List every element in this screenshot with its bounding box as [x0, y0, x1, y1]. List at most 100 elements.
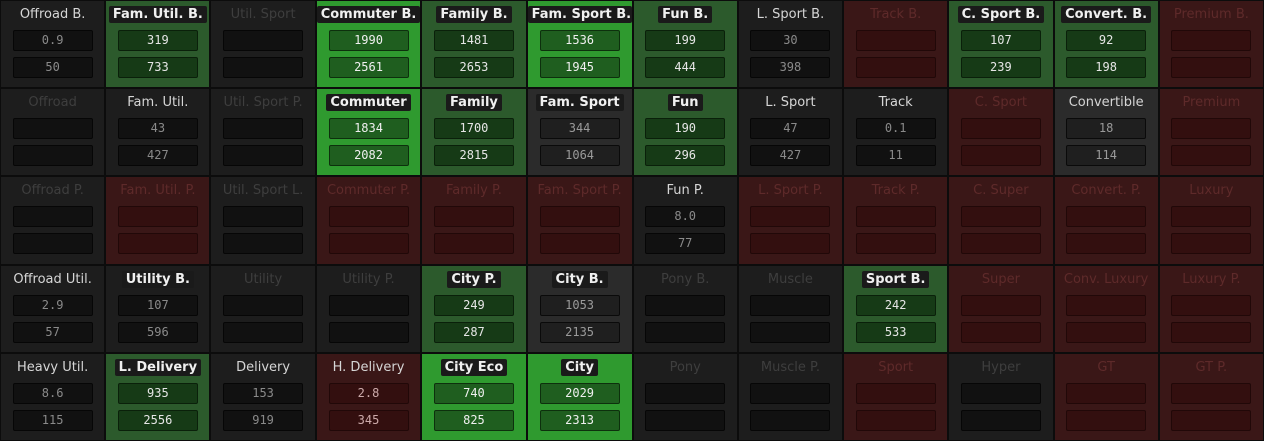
- segment-name: Premium B.: [1173, 7, 1249, 22]
- segment-cell[interactable]: Fam. Util. B. 319 733: [105, 0, 211, 89]
- segment-value-1: [1171, 206, 1252, 228]
- segment-cell[interactable]: Track B.: [843, 0, 949, 89]
- segment-cell[interactable]: Fam. Util. P.: [105, 176, 211, 265]
- segment-cell[interactable]: City B. 1053 2135: [526, 264, 633, 353]
- segment-cell[interactable]: Muscle: [737, 264, 844, 353]
- segment-value-1: 43: [117, 118, 198, 140]
- segment-cell[interactable]: Premium: [1158, 88, 1264, 177]
- segment-cell[interactable]: Utility: [210, 264, 316, 353]
- segment-cell[interactable]: City Eco 740 825: [421, 352, 527, 441]
- segment-value-2: 296: [645, 145, 726, 167]
- segment-value-2: [750, 233, 831, 255]
- segment-cell[interactable]: C. Super: [948, 176, 1054, 265]
- segment-cell[interactable]: Commuter P.: [315, 176, 422, 265]
- segment-cell[interactable]: Fun 190 296: [632, 88, 738, 177]
- segment-value-2: [12, 145, 93, 167]
- segment-cell[interactable]: Pony B.: [632, 264, 738, 353]
- segment-cell[interactable]: Fam. Sport B. 1536 1945: [526, 0, 633, 89]
- segment-cell[interactable]: Fam. Util. 43 427: [105, 88, 211, 177]
- segment-cell[interactable]: Heavy Util. 8.6 115: [0, 352, 106, 441]
- segment-cell[interactable]: Track P.: [843, 176, 949, 265]
- segment-cell[interactable]: Convert. B. 92 198: [1053, 0, 1159, 89]
- segment-cell[interactable]: Premium B.: [1158, 0, 1264, 89]
- segment-cell[interactable]: H. Delivery 2.8 345: [315, 352, 422, 441]
- segment-cell[interactable]: L. Sport B. 30 398: [737, 0, 844, 89]
- segment-cell[interactable]: Convert. P.: [1053, 176, 1159, 265]
- segment-cell[interactable]: C. Sport B. 107 239: [948, 0, 1054, 89]
- segment-value-2: [855, 233, 936, 255]
- segment-name: H. Delivery: [332, 359, 405, 375]
- segment-value-1: [1066, 382, 1147, 404]
- segment-value-2: [1066, 321, 1147, 343]
- segment-cell[interactable]: Commuter B. 1990 2561: [315, 0, 422, 89]
- segment-cell[interactable]: Conv. Luxury: [1053, 264, 1159, 353]
- segment-cell[interactable]: Commuter 1834 2082: [315, 88, 422, 177]
- segment-value-1: 107: [960, 30, 1041, 51]
- segment-cell[interactable]: Fun B. 199 444: [632, 0, 738, 89]
- segment-value-2: [117, 233, 198, 255]
- segment-cell[interactable]: Offroad Util. 2.9 57: [0, 264, 106, 353]
- segment-name: Convert. B.: [1061, 6, 1152, 23]
- segment-value-1: 249: [433, 294, 514, 316]
- segment-value-2: 1945: [539, 57, 620, 78]
- segment-cell[interactable]: City P. 249 287: [421, 264, 527, 353]
- segment-name: Utility B.: [121, 270, 194, 288]
- segment-cell[interactable]: Util. Sport L.: [210, 176, 316, 265]
- segment-cell[interactable]: Offroad P.: [0, 176, 106, 265]
- segment-cell[interactable]: GT: [1053, 352, 1159, 441]
- segment-cell[interactable]: Delivery 153 919: [210, 352, 316, 441]
- segment-cell[interactable]: L. Sport 47 427: [737, 88, 844, 177]
- segment-value-2: 919: [223, 409, 304, 431]
- segment-cell[interactable]: C. Sport: [948, 88, 1054, 177]
- segment-cell[interactable]: GT P.: [1158, 352, 1264, 441]
- segment-cell[interactable]: Utility P.: [315, 264, 422, 353]
- segment-cell[interactable]: Util. Sport P.: [210, 88, 316, 177]
- segment-cell[interactable]: Offroad: [0, 88, 106, 177]
- segment-value-1: [1066, 294, 1147, 316]
- segment-cell[interactable]: Family P.: [421, 176, 527, 265]
- segment-cell[interactable]: Track 0.1 11: [843, 88, 949, 177]
- segment-cell[interactable]: Muscle P.: [737, 352, 844, 441]
- segment-cell[interactable]: Pony: [632, 352, 738, 441]
- segment-value-1: 190: [645, 118, 726, 140]
- segment-value-1: [223, 118, 304, 140]
- segment-cell[interactable]: Utility B. 107 596: [105, 264, 211, 353]
- segment-value-2: 733: [117, 57, 198, 78]
- segment-cell[interactable]: L. Sport P.: [737, 176, 844, 265]
- segment-cell[interactable]: Family 1700 2815: [421, 88, 527, 177]
- segment-value-1: [328, 206, 409, 228]
- segment-cell[interactable]: City 2029 2313: [526, 352, 633, 441]
- segment-cell[interactable]: Sport B. 242 533: [843, 264, 949, 353]
- segment-name: GT: [1097, 359, 1115, 375]
- segment-name: Fam. Sport P.: [537, 183, 622, 199]
- segment-name: Super: [981, 271, 1020, 287]
- segment-cell[interactable]: L. Delivery 935 2556: [105, 352, 211, 441]
- segment-value-2: 2653: [433, 57, 514, 78]
- segment-cell[interactable]: Offroad B. 0.9 50: [0, 0, 106, 89]
- segment-cell[interactable]: Family B. 1481 2653: [421, 0, 527, 89]
- segment-name: Track P.: [871, 183, 920, 199]
- segment-name: GT P.: [1195, 359, 1228, 375]
- segment-cell[interactable]: Super: [948, 264, 1054, 353]
- segment-cell[interactable]: Convertible 18 114: [1053, 88, 1159, 177]
- segment-value-1: 92: [1066, 30, 1147, 51]
- segment-cell[interactable]: Luxury: [1158, 176, 1264, 265]
- segment-value-2: 77: [645, 233, 726, 255]
- segment-value-1: 2029: [539, 382, 620, 404]
- segment-value-2: 2135: [539, 321, 620, 343]
- segment-cell[interactable]: Sport: [843, 352, 949, 441]
- segment-value-1: 344: [539, 118, 620, 140]
- segment-name: Premium: [1182, 95, 1241, 111]
- segment-cell[interactable]: Fun P. 8.0 77: [632, 176, 738, 265]
- segment-cell[interactable]: Luxury P.: [1158, 264, 1264, 353]
- segment-name: Commuter P.: [326, 183, 411, 199]
- segment-value-2: [1171, 321, 1252, 343]
- segment-cell[interactable]: Fam. Sport P.: [526, 176, 633, 265]
- segment-cell[interactable]: Hyper: [948, 352, 1054, 441]
- segment-name: Utility P.: [342, 271, 395, 287]
- segment-name: C. Sport B.: [957, 6, 1045, 23]
- segment-value-2: 1064: [539, 145, 620, 167]
- segment-cell[interactable]: Util. Sport: [210, 0, 316, 89]
- segment-value-2: 50: [12, 57, 93, 78]
- segment-cell[interactable]: Fam. Sport 344 1064: [526, 88, 633, 177]
